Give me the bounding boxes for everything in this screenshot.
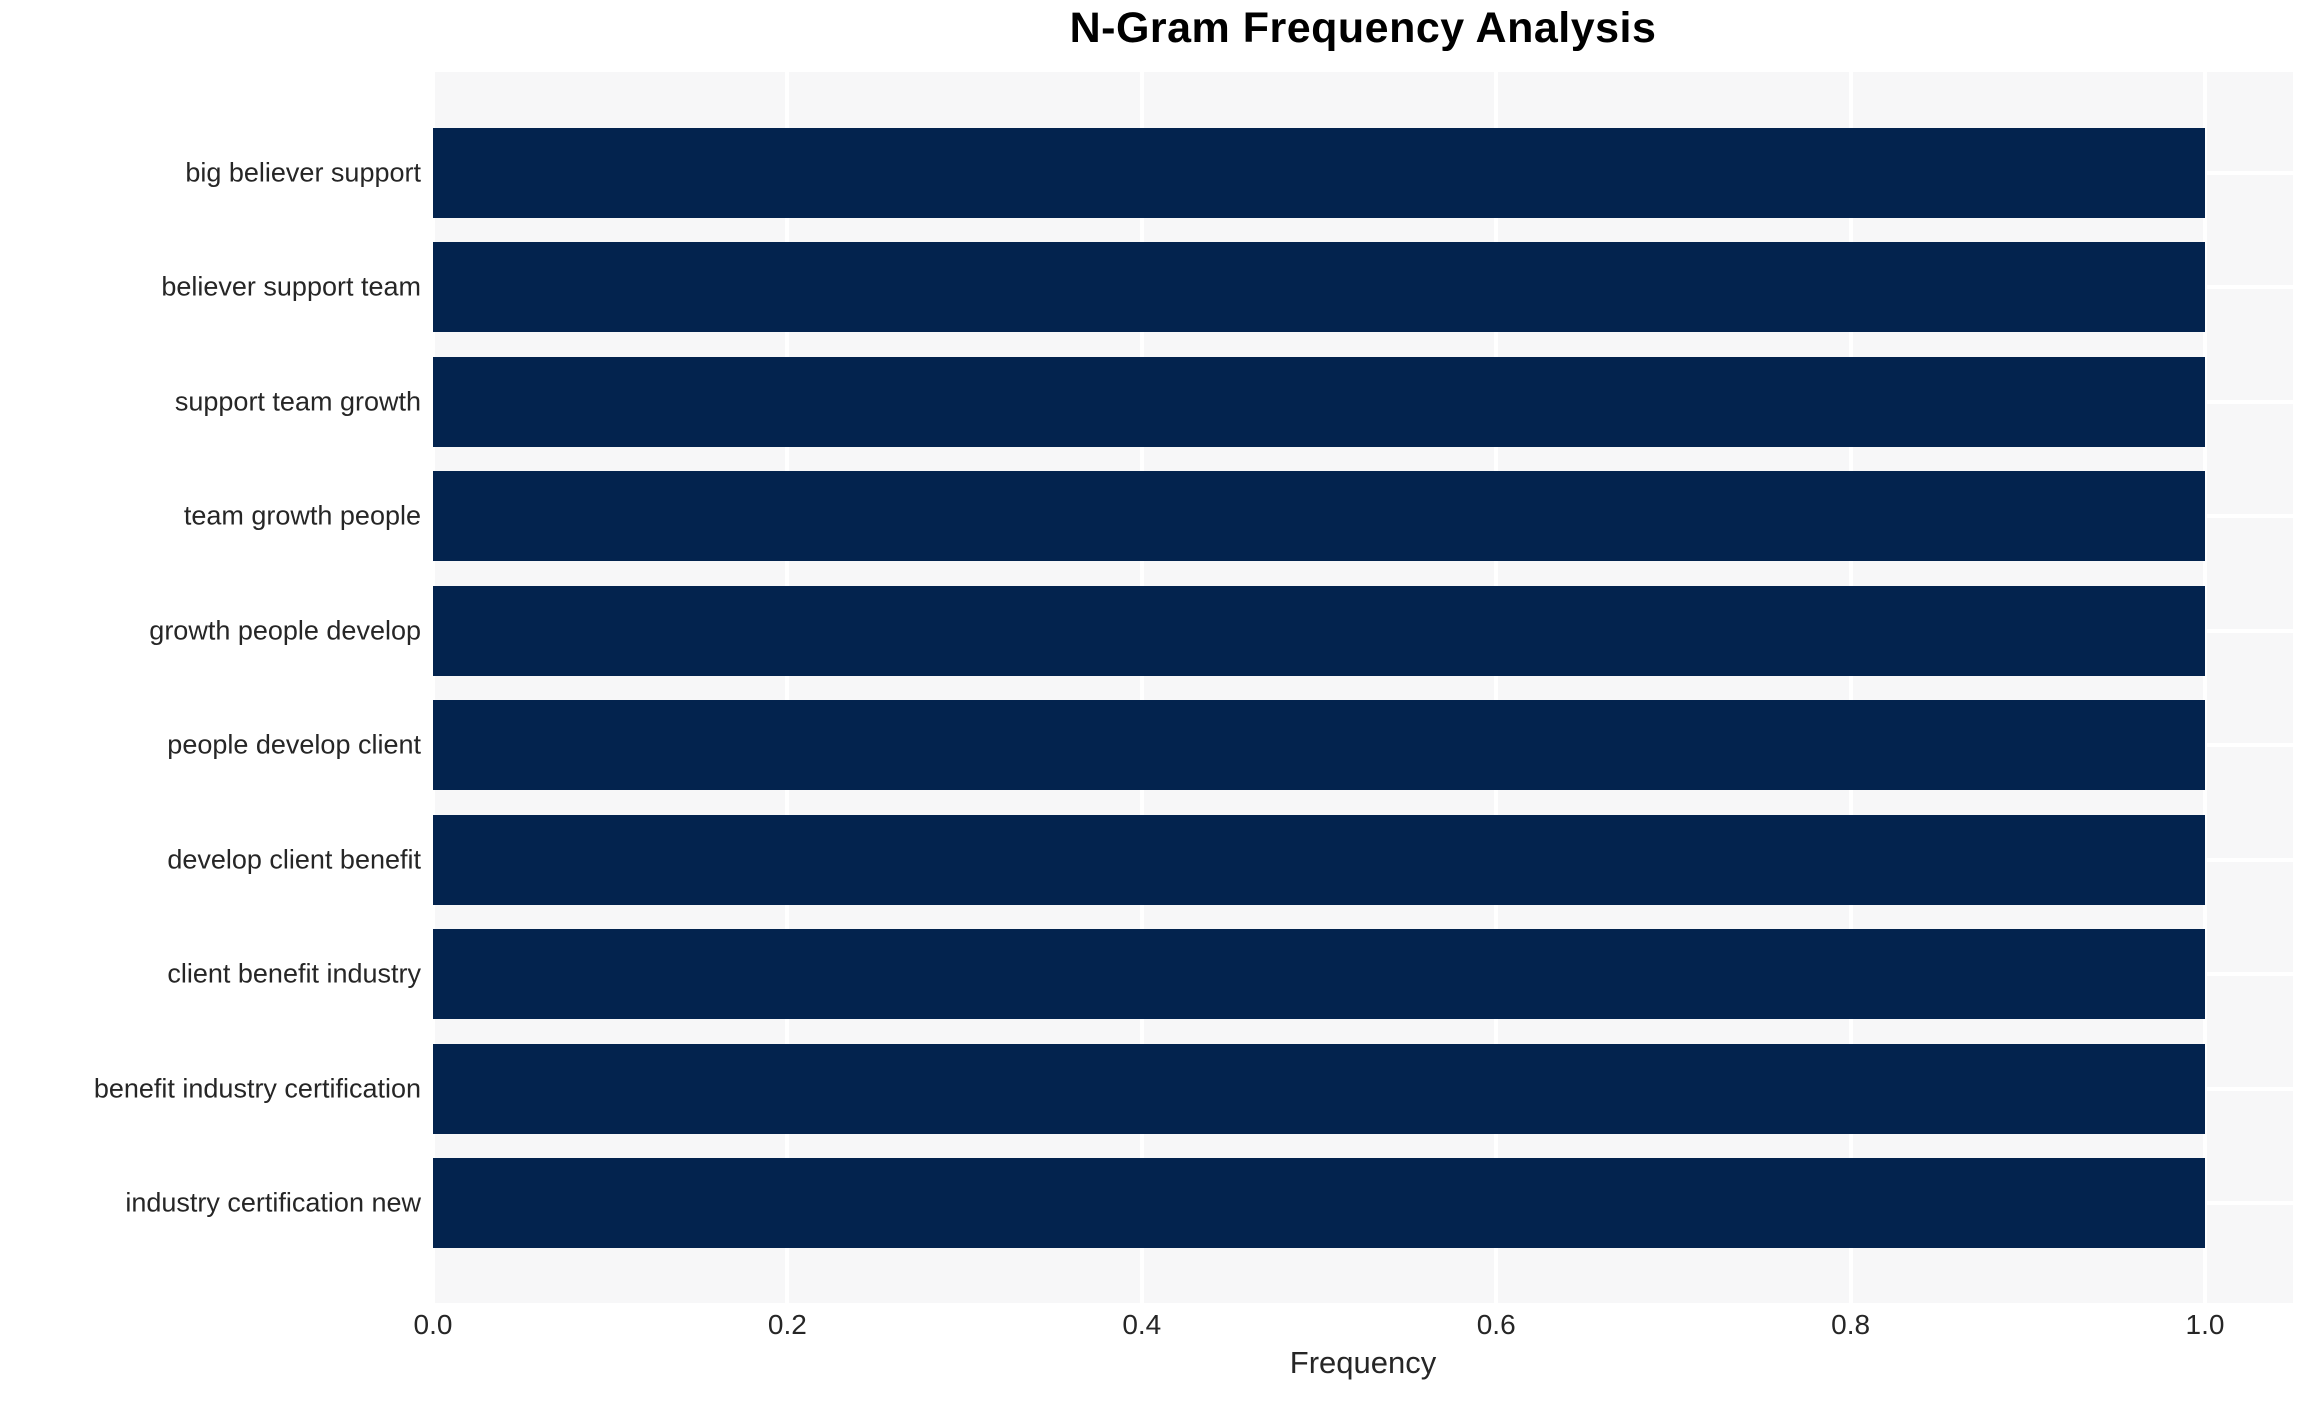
y-axis-label: industry certification new	[125, 1187, 421, 1218]
x-axis-tick-label: 0.0	[413, 1309, 453, 1340]
chart-title: N-Gram Frequency Analysis	[1069, 4, 1657, 52]
bar	[433, 242, 2205, 332]
y-axis-label: support team growth	[174, 386, 421, 416]
x-axis-tick-label: 0.8	[1831, 1309, 1871, 1340]
bar	[433, 471, 2205, 561]
vertical-gridline	[431, 72, 435, 1303]
vertical-gridline	[1139, 72, 1144, 1303]
bar	[433, 929, 2205, 1019]
x-axis-title: Frequency	[1289, 1345, 1437, 1380]
y-axis-label: growth people develop	[149, 615, 421, 645]
y-axis-label: believer support team	[161, 271, 421, 302]
bar	[433, 1043, 2205, 1134]
y-axis-label: client benefit industry	[167, 958, 421, 989]
y-axis-label: big believer support	[185, 157, 421, 187]
y-axis-label: people develop client	[167, 729, 421, 760]
bar	[433, 700, 2205, 790]
vertical-gridline	[785, 72, 790, 1303]
bar	[433, 356, 2205, 447]
x-axis-tick-label: 1.0	[2185, 1309, 2225, 1340]
bar	[433, 814, 2205, 905]
plot-area	[431, 72, 2293, 1303]
vertical-gridline	[1494, 72, 1499, 1303]
y-axis-label: develop client benefit	[167, 844, 421, 874]
x-axis-tick-label: 0.4	[1122, 1309, 1162, 1340]
bar	[433, 1158, 2205, 1248]
bar	[433, 585, 2205, 676]
vertical-gridline	[2203, 72, 2207, 1303]
bar	[433, 127, 2205, 218]
y-axis-label: benefit industry certification	[93, 1073, 421, 1103]
vertical-gridline	[1848, 72, 1853, 1303]
y-axis-label: team growth people	[183, 500, 421, 531]
x-axis-tick-label: 0.6	[1476, 1309, 1516, 1340]
x-axis-tick-label: 0.2	[767, 1309, 807, 1340]
